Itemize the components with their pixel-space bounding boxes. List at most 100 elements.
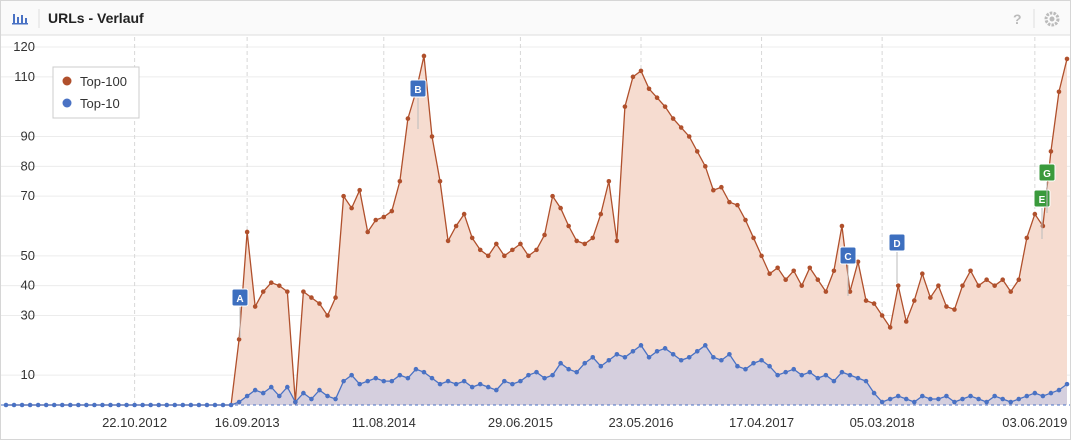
point — [751, 235, 756, 241]
point — [976, 283, 981, 288]
point — [598, 363, 604, 369]
point — [405, 375, 411, 381]
point — [1008, 399, 1014, 405]
point — [920, 393, 925, 399]
point — [92, 402, 97, 408]
point — [373, 375, 379, 381]
point — [285, 384, 290, 390]
annotation-flag — [231, 288, 249, 307]
point — [566, 223, 571, 229]
settings-button[interactable] — [1044, 11, 1060, 27]
point — [839, 369, 845, 375]
point — [429, 375, 435, 381]
point — [51, 402, 57, 408]
point — [678, 125, 684, 130]
point — [952, 307, 957, 312]
point — [879, 399, 885, 405]
point — [196, 402, 202, 408]
x-tick-label: 17.04.2017 — [729, 415, 794, 430]
point — [799, 372, 805, 378]
point — [445, 238, 451, 244]
point — [3, 402, 9, 408]
chart-icon — [12, 14, 28, 25]
point — [518, 241, 523, 247]
legend-label: Top-10 — [80, 96, 120, 111]
point — [485, 384, 491, 390]
point — [260, 390, 266, 396]
x-tick-label: 16.09.2013 — [215, 415, 280, 430]
point — [116, 402, 121, 408]
point — [365, 229, 371, 235]
point — [799, 283, 805, 288]
point — [887, 325, 893, 330]
annotation-label: D — [893, 239, 900, 250]
legend-label: Top-100 — [80, 74, 127, 89]
point — [244, 229, 250, 235]
point — [960, 396, 965, 402]
point — [309, 396, 314, 402]
point — [702, 343, 708, 348]
annotation-label: B — [414, 85, 421, 96]
point — [461, 378, 467, 384]
point — [301, 390, 306, 396]
annotation-flag — [839, 246, 857, 265]
point — [437, 178, 443, 184]
point — [992, 393, 997, 399]
point — [244, 393, 250, 399]
annotation-flag — [1038, 163, 1056, 182]
point — [807, 265, 813, 271]
point — [783, 369, 788, 375]
point — [1024, 393, 1030, 399]
point — [526, 253, 531, 259]
point — [920, 271, 925, 277]
point — [702, 164, 708, 169]
point — [574, 369, 579, 375]
point — [43, 402, 49, 408]
point — [1064, 56, 1070, 62]
point — [389, 378, 395, 384]
point — [429, 134, 435, 139]
point — [847, 372, 853, 378]
point — [775, 372, 780, 378]
point — [1000, 396, 1005, 402]
point — [694, 149, 700, 154]
point — [743, 217, 748, 223]
point — [911, 298, 917, 303]
point — [694, 349, 700, 354]
point — [317, 301, 322, 306]
point — [936, 283, 941, 288]
point — [381, 214, 387, 220]
point — [526, 372, 531, 378]
y-tick-label: 30 — [21, 308, 35, 323]
point — [236, 337, 242, 342]
y-tick-label: 110 — [14, 69, 35, 84]
y-tick-label: 50 — [21, 248, 35, 263]
point — [767, 271, 772, 277]
point — [1056, 89, 1062, 95]
point — [534, 369, 539, 375]
point — [453, 223, 459, 229]
point — [140, 402, 145, 408]
point — [879, 313, 885, 318]
x-tick-label: 23.05.2016 — [608, 415, 673, 430]
point — [309, 295, 314, 300]
y-tick-label: 70 — [21, 188, 35, 203]
point — [477, 247, 483, 253]
annotation-flag — [888, 233, 906, 252]
point — [751, 360, 756, 366]
point — [831, 268, 837, 274]
point — [735, 202, 740, 208]
point — [895, 283, 901, 288]
point — [558, 360, 563, 366]
point — [686, 354, 692, 360]
annotation-label: A — [236, 294, 243, 305]
point — [333, 295, 338, 300]
help-button[interactable]: ? — [1013, 11, 1022, 27]
annotation-label: C — [844, 252, 851, 263]
point — [662, 104, 668, 109]
point — [654, 349, 660, 354]
legend-marker — [62, 98, 72, 108]
point — [1032, 211, 1038, 217]
point — [494, 387, 499, 393]
point — [285, 289, 290, 294]
